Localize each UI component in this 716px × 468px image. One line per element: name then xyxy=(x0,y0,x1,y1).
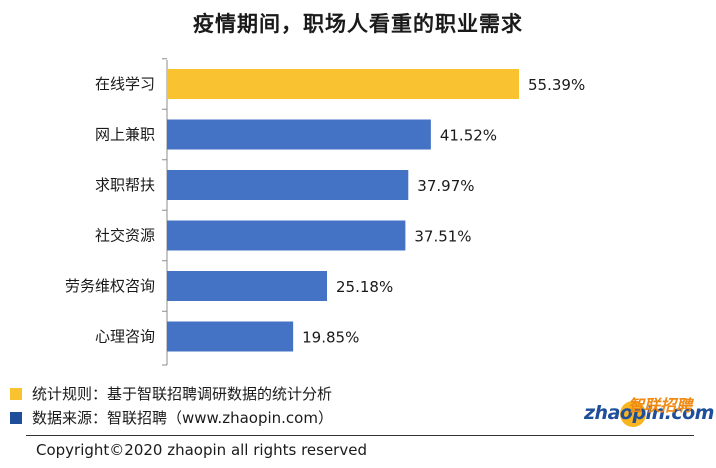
legend-item-rule: 统计规则：基于智联招聘调研数据的统计分析 xyxy=(10,383,332,404)
value-label: 19.85% xyxy=(302,329,359,347)
category-label: 在线学习 xyxy=(95,75,155,93)
legend-swatch-blue xyxy=(10,411,22,424)
category-label: 求职帮扶 xyxy=(95,176,155,194)
value-label: 41.52% xyxy=(440,127,497,145)
bar-5 xyxy=(167,271,328,301)
logo-brand-text: 智联招聘 xyxy=(628,396,693,415)
copyright-text: Copyright©2020 zhaopin all rights reserv… xyxy=(36,441,367,459)
value-label: 37.97% xyxy=(417,177,474,195)
bar-6 xyxy=(167,321,294,352)
legend-label-source: 数据来源：智联招聘（www.zhaopin.com） xyxy=(32,409,333,427)
chart-title: 疫情期间，职场人看重的职业需求 xyxy=(193,12,523,36)
category-label: 社交资源 xyxy=(95,227,155,245)
bar-2 xyxy=(167,119,431,150)
value-label: 55.39% xyxy=(528,76,585,94)
category-label: 劳务维权咨询 xyxy=(65,277,155,295)
bar-1 xyxy=(167,69,519,99)
value-label: 37.51% xyxy=(414,228,471,246)
bar-chart: 在线学习 55.39% 网上兼职 41.52% 求职帮扶 37.97% 社交资源 37.51%… xyxy=(65,58,585,366)
category-label: 心理咨询 xyxy=(95,328,155,346)
logo-circle-icon xyxy=(620,401,646,427)
bar-3 xyxy=(167,170,409,200)
legend-swatch-yellow xyxy=(10,387,22,400)
legend-label-rule: 统计规则：基于智联招聘调研数据的统计分析 xyxy=(32,385,333,403)
bar-4 xyxy=(167,220,406,251)
footer-divider xyxy=(26,435,694,436)
legend-item-source: 数据来源：智联招聘（www.zhaopin.com） xyxy=(10,407,333,428)
logo-latin-text: zhaopin.com xyxy=(584,402,714,424)
zhaopin-logo: zhaopin.com 智联招聘 xyxy=(584,392,714,432)
value-label: 25.18% xyxy=(336,278,393,296)
category-label: 网上兼职 xyxy=(95,126,155,144)
